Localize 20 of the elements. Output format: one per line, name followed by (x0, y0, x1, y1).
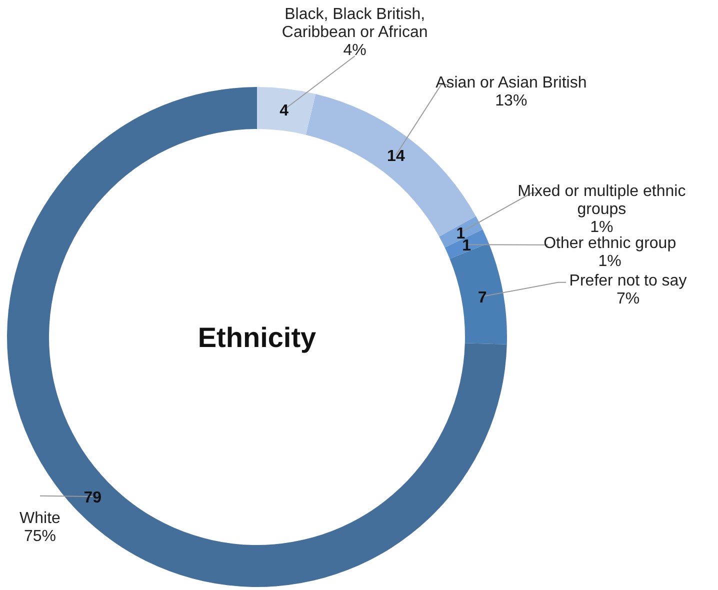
text: 1% (598, 252, 622, 270)
text: Ethnicity (198, 322, 317, 353)
slice-label: Mixed or multiple ethnic groups (518, 182, 686, 218)
data-label: 79 (84, 490, 102, 507)
slice-label: Prefer not to say (569, 272, 687, 290)
data-label: 7 (478, 289, 487, 306)
text: 1% (590, 218, 614, 236)
slice-label: Black, Black British, Caribbean or African (282, 6, 428, 41)
donut-slice (306, 94, 476, 237)
text: 7% (616, 290, 640, 308)
text: 13% (495, 92, 528, 110)
data-label: 14 (387, 148, 405, 165)
slice-label: Asian or Asian British (436, 74, 587, 92)
slice-label: White (20, 510, 61, 527)
slice-label: Other ethnic group (544, 234, 676, 252)
text: 75% (24, 528, 56, 545)
data-label: 4 (280, 102, 289, 120)
donut-slice (257, 87, 316, 135)
data-label: 1 (462, 238, 472, 255)
text: 4% (343, 42, 366, 59)
